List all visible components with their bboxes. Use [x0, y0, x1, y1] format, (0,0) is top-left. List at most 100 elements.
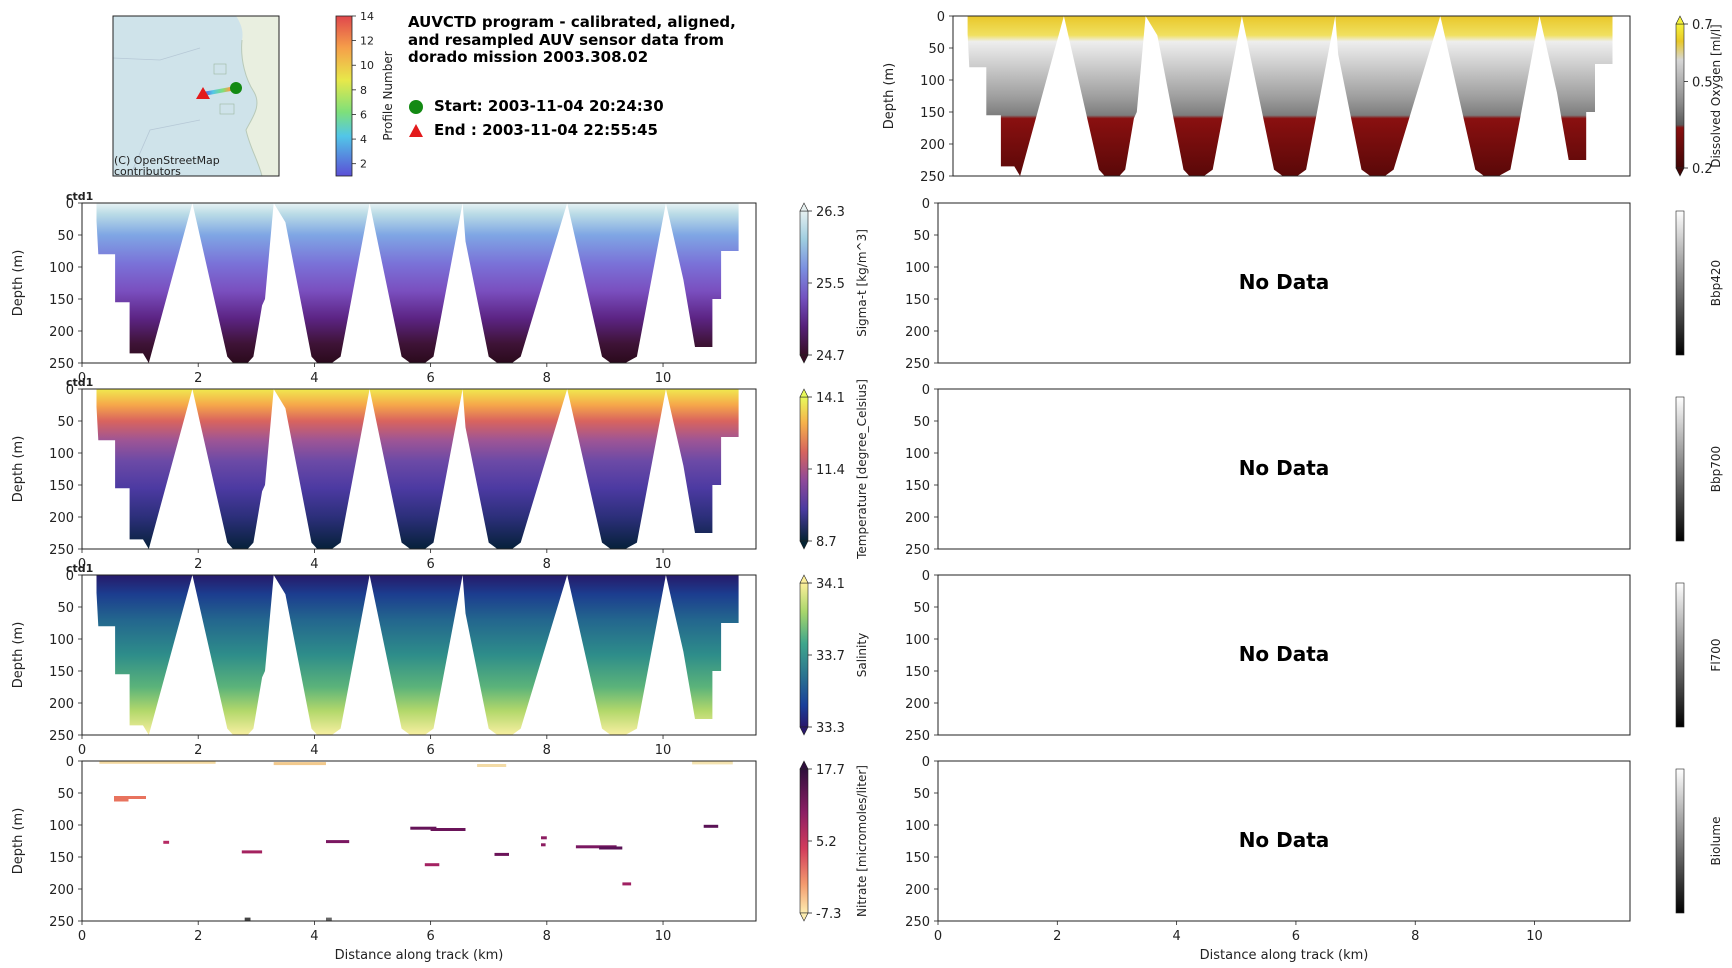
- y-tick-label: 250: [49, 543, 74, 558]
- y-tick-label: 100: [905, 447, 930, 462]
- x-tick-label: 8: [1411, 929, 1419, 944]
- colorbar-tick-label: 11.4: [816, 463, 845, 478]
- x-tick-label: 4: [310, 557, 318, 572]
- colorbar-tick-label: 24.7: [816, 349, 845, 364]
- nitrate-segment: [273, 762, 326, 766]
- x-tick-label: 0: [934, 929, 942, 944]
- profile-colorbar-ticks: 14 12 10 8 6 4 2: [352, 10, 374, 171]
- y-tick-label: 250: [905, 357, 930, 372]
- profile-colorbar-tick-label: 2: [360, 158, 367, 171]
- y-tick-label: 100: [905, 633, 930, 648]
- y-tick-label: 50: [913, 415, 930, 430]
- x-tick-label: 0: [78, 929, 86, 944]
- colorbar-tick-label: 0.5: [1692, 76, 1713, 91]
- colorbar-tick-label: 34.1: [816, 577, 845, 592]
- sigma-t-section: [96, 203, 739, 363]
- y-tick-label: 100: [49, 633, 74, 648]
- x-tick-label: 2: [194, 557, 202, 572]
- x-tick-label: 8: [543, 929, 551, 944]
- sigma-t-colorbar: 26.3 25.5 24.7 Sigma-t [kg/m^3]: [799, 202, 869, 364]
- nitrate-segment: [410, 826, 437, 830]
- y-tick-label: 200: [905, 511, 930, 526]
- panel-biolume: No Data 0 50 100 150 200 250 0 2 4 6 8 10 Distance al…: [905, 755, 1723, 963]
- y-tick-label: 50: [913, 229, 930, 244]
- y-tick-label: 150: [905, 665, 930, 680]
- colorbar-label: Bbp700: [1709, 446, 1723, 492]
- colorbar-tick-label: 8.7: [816, 535, 837, 550]
- colorbar-tick-label: 0.2: [1692, 162, 1713, 177]
- y-tick-label: 150: [49, 665, 74, 680]
- panel-fl700: No Data 0 50 100 150 200 250 Fl700: [905, 569, 1723, 744]
- x-tick-label: 10: [655, 557, 672, 572]
- y-tick-label: 200: [905, 883, 930, 898]
- nitrate-segment: [703, 824, 719, 828]
- x-tick-label: 6: [426, 557, 434, 572]
- panel-bbp420: No Data 0 50 100 150 200 250 Bbp420: [905, 197, 1723, 372]
- profile-colorbar-tick-label: 10: [360, 59, 374, 72]
- end-time-label: End : 2003-11-04 22:55:45: [434, 121, 658, 139]
- header: (C) OpenStreetMap contributors 14 12 10 8 6 4…: [112, 10, 736, 178]
- colorbar-label: Temperature [degree_Celsius]: [855, 379, 869, 560]
- y-tick-label: 250: [49, 729, 74, 744]
- y-tick-label: 200: [49, 883, 74, 898]
- title-line-1: AUVCTD program - calibrated, aligned,: [408, 13, 736, 31]
- y-tick-label: 50: [57, 787, 74, 802]
- x-tick-label: 8: [543, 371, 551, 386]
- colorbar-label: Fl700: [1709, 638, 1723, 671]
- salinity-colorbar: 34.1 33.7 33.3 Salinity: [799, 574, 869, 736]
- x-tick-label: 4: [310, 371, 318, 386]
- biolume-colorbar: Biolume: [1675, 768, 1723, 914]
- temperature-section: [96, 389, 739, 549]
- no-data-label: No Data: [1239, 270, 1330, 294]
- colorbar-tick-label: 26.3: [816, 205, 845, 220]
- x-tick-label: 0: [78, 557, 86, 572]
- nitrate-segment: [99, 760, 216, 764]
- x-axis-label: Distance along track (km): [335, 948, 504, 963]
- nitrate-segment: [114, 798, 129, 802]
- x-tick-label: 2: [194, 371, 202, 386]
- colorbar-tick-label: 0.7: [1692, 18, 1713, 33]
- mission-title: AUVCTD program - calibrated, aligned, an…: [408, 13, 736, 139]
- y-tick-label: 150: [49, 293, 74, 308]
- nitrate-colorbar: 17.7 5.2 -7.3 Nitrate [micromoles/liter]: [799, 760, 869, 922]
- nitrate-segment: [430, 828, 466, 831]
- nitrate-segment: [244, 917, 251, 921]
- profile-number-colorbar: 14 12 10 8 6 4 2 Profile Number: [335, 10, 395, 177]
- colorbar-tick-label: 5.2: [816, 835, 837, 850]
- y-tick-label: 250: [905, 543, 930, 558]
- x-tick-label: 10: [655, 929, 672, 944]
- panel-nitrate: 0 50 100 150 200 250 0 2 4 6 8 10 Distance along tra…: [11, 755, 869, 963]
- y-tick-label: 100: [49, 261, 74, 276]
- y-axis-label: Depth (m): [11, 808, 26, 875]
- nitrate-segment: [163, 840, 170, 844]
- x-tick-label: 2: [1053, 929, 1061, 944]
- nitrate-segment: [622, 882, 632, 886]
- x-axis-label: Distance along track (km): [1200, 948, 1369, 963]
- y-tick-label: 150: [905, 851, 930, 866]
- colorbar-label: Nitrate [micromoles/liter]: [855, 765, 869, 917]
- start-legend-marker: [409, 100, 423, 114]
- x-tick-label: 2: [194, 929, 202, 944]
- colorbar-tick-label: 33.3: [816, 721, 845, 736]
- no-data-label: No Data: [1239, 456, 1330, 480]
- y-tick-label: 150: [905, 293, 930, 308]
- y-tick-label: 50: [57, 601, 74, 616]
- y-axis-label: Depth (m): [11, 436, 26, 503]
- x-tick-label: 10: [655, 743, 672, 758]
- colorbar-label: Bbp420: [1709, 260, 1723, 306]
- x-tick-label: 6: [1292, 929, 1300, 944]
- bbp700-colorbar: Bbp700: [1675, 396, 1723, 542]
- colorbar-label: Salinity: [855, 633, 869, 677]
- y-tick-label: 250: [905, 915, 930, 930]
- y-tick-label: 200: [905, 325, 930, 340]
- nitrate-segment: [241, 850, 263, 854]
- no-data-label: No Data: [1239, 642, 1330, 666]
- nitrate-segment: [477, 764, 507, 767]
- panel-bbp700: No Data 0 50 100 150 200 250 Bbp700: [905, 383, 1723, 558]
- y-axis-label: Depth (m): [882, 63, 897, 130]
- profile-colorbar-tick-label: 12: [360, 35, 374, 48]
- x-tick-label: 6: [426, 743, 434, 758]
- profile-colorbar-label: Profile Number: [381, 51, 395, 140]
- y-tick-label: 250: [49, 357, 74, 372]
